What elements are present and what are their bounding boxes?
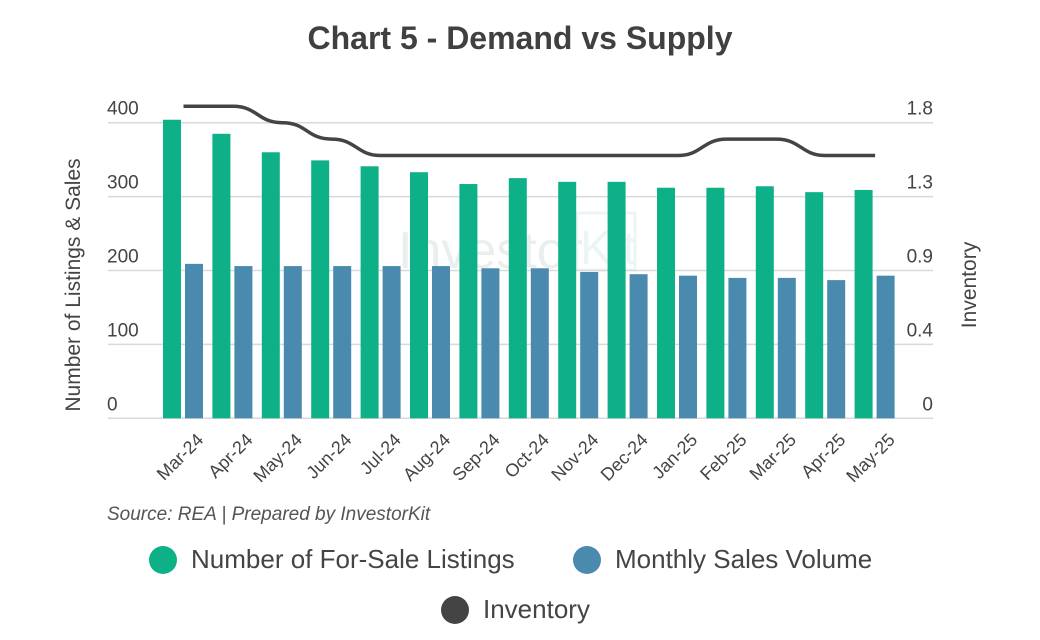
x-tick-label: Mar-25 <box>746 430 800 484</box>
bar-sales <box>382 266 401 419</box>
bar-sales <box>876 275 895 419</box>
bar-sales <box>432 266 450 419</box>
bar-sales <box>333 266 352 419</box>
y2-tick-label: 0.4 <box>907 320 934 341</box>
x-tick-label: May-24 <box>249 430 306 487</box>
y2-tick-label: 0 <box>922 394 933 415</box>
y-axis-label: Number of Listings & Sales <box>62 158 85 411</box>
x-tick-label: Dec-24 <box>597 430 652 485</box>
bar-listings <box>163 119 181 419</box>
y2-tick-label: 0.9 <box>907 247 933 268</box>
y-tick-label: 0 <box>107 394 118 415</box>
bar-sales <box>234 266 253 419</box>
x-tick-label: Aug-24 <box>399 430 454 485</box>
bar-listings <box>261 152 280 419</box>
bar-listings <box>755 186 774 419</box>
bar-sales <box>827 280 846 419</box>
x-tick-label: Feb-25 <box>696 430 750 484</box>
bar-listings <box>360 166 379 419</box>
bar-listings <box>607 181 626 419</box>
inventory-line <box>183 104 876 158</box>
bar-sales <box>185 263 203 419</box>
bar-sales <box>580 271 599 419</box>
legend-inventory-marker <box>441 595 469 624</box>
bar-sales <box>283 266 302 419</box>
x-tick-label: Apr-25 <box>797 430 849 482</box>
bar-listings <box>508 178 527 419</box>
y-tick-label: 100 <box>107 320 139 341</box>
x-tick-label: Jan-25 <box>648 430 701 483</box>
bar-listings <box>805 192 824 419</box>
bar-sales <box>679 275 697 419</box>
legend-listings-marker <box>149 545 177 574</box>
legend-item-listings[interactable]: Number of For-Sale Listings <box>149 544 515 575</box>
bar-listings <box>459 184 478 419</box>
chart-title: Chart 5 - Demand vs Supply <box>307 20 733 56</box>
legend-sales-marker <box>573 545 601 574</box>
source-note: Source: REA | Prepared by InvestorKit <box>107 504 431 525</box>
bar-listings <box>311 160 330 419</box>
x-tick-label: Mar-24 <box>153 430 207 484</box>
y2-axis-label: Inventory <box>958 241 981 328</box>
x-tick-label: Apr-24 <box>204 430 256 482</box>
x-tick-label: Nov-24 <box>547 430 602 485</box>
bar-sales <box>777 277 796 419</box>
bar-listings <box>854 189 873 419</box>
bar-listings <box>212 133 231 419</box>
y-tick-label: 300 <box>107 173 139 194</box>
bar-listings <box>657 187 675 419</box>
x-tick-label: Oct-24 <box>501 430 553 482</box>
legend-item-sales[interactable]: Monthly Sales Volume <box>573 544 872 575</box>
x-tick-label: Jul-24 <box>356 430 405 479</box>
legend-listings-label: Number of For-Sale Listings <box>191 544 515 574</box>
bar-sales <box>530 268 549 419</box>
bar-listings <box>558 181 577 419</box>
x-tick-label: Sep-24 <box>448 430 503 485</box>
bar-sales <box>728 277 747 419</box>
y2-tick-label: 1.8 <box>907 99 933 120</box>
x-tick-label: May-25 <box>842 430 899 487</box>
x-tick-label: Jun-24 <box>302 430 355 483</box>
legend-inventory-label: Inventory <box>483 594 590 624</box>
bar-listings <box>410 172 428 419</box>
y-tick-label: 200 <box>107 247 139 268</box>
bar-sales <box>481 268 500 419</box>
bar-sales <box>629 274 648 419</box>
bar-listings <box>706 187 725 419</box>
y-tick-label: 400 <box>107 99 139 120</box>
y2-tick-label: 1.3 <box>907 173 933 194</box>
legend-sales-label: Monthly Sales Volume <box>615 544 873 574</box>
legend-item-inventory[interactable]: Inventory <box>441 594 590 625</box>
